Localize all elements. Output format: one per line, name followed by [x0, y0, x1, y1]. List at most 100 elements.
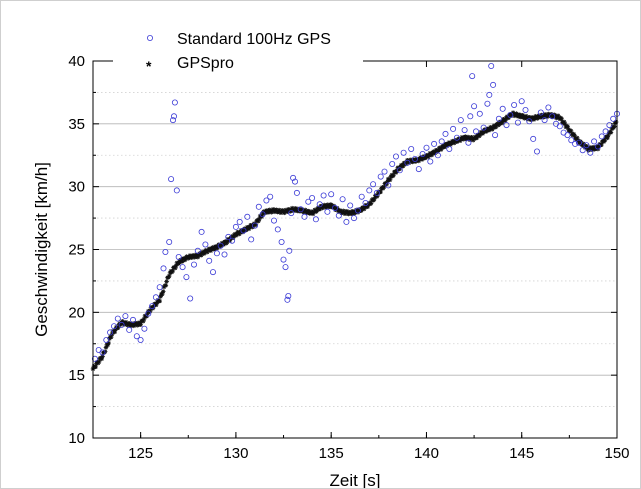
gpspro-point — [163, 283, 169, 288]
legend-marker-circle — [146, 35, 153, 42]
standard-gps-point — [457, 117, 464, 124]
standard-gps-series — [91, 63, 621, 362]
standard-gps-point — [217, 242, 224, 249]
standard-gps-point — [575, 139, 582, 146]
standard-gps-point — [411, 155, 418, 162]
standard-gps-point — [465, 139, 472, 146]
gpspro-point — [559, 116, 564, 121]
standard-gps-point — [572, 140, 579, 147]
standard-gps-point — [503, 122, 510, 129]
gpspro-point — [499, 121, 505, 126]
standard-gps-point — [602, 128, 609, 135]
standard-gps-point — [118, 321, 125, 328]
gpspro-series — [90, 110, 619, 371]
standard-gps-point — [194, 247, 201, 254]
standard-gps-point — [339, 196, 346, 203]
standard-gps-point — [490, 81, 497, 88]
standard-gps-point — [248, 236, 255, 243]
standard-gps-point — [549, 113, 556, 120]
standard-gps-point — [270, 217, 277, 224]
standard-gps-point — [537, 109, 544, 116]
standard-gps-point — [366, 187, 373, 194]
standard-gps-point — [610, 115, 617, 122]
gpspro-point — [565, 124, 570, 129]
gpspro-point — [164, 279, 169, 284]
standard-gps-point — [305, 198, 312, 205]
standard-gps-point — [373, 189, 380, 196]
standard-gps-point — [168, 176, 175, 183]
standard-gps-point — [293, 189, 300, 196]
gpspro-point — [608, 130, 614, 135]
standard-gps-point — [328, 191, 335, 198]
standard-gps-point — [495, 115, 502, 122]
standard-gps-point — [331, 204, 338, 211]
standard-gps-point — [170, 113, 177, 120]
x-tick-label: 150 — [604, 445, 629, 462]
standard-gps-point — [400, 149, 407, 156]
standard-gps-point — [236, 218, 243, 225]
standard-gps-point — [251, 222, 258, 229]
standard-gps-point — [415, 166, 422, 173]
gpspro-point — [138, 322, 143, 327]
standard-gps-point — [297, 206, 304, 213]
standard-gps-point — [145, 310, 152, 317]
standard-gps-point — [431, 140, 438, 147]
standard-gps-point — [263, 197, 270, 204]
standard-gps-point — [175, 253, 182, 260]
standard-gps-point — [467, 113, 474, 120]
y-axis-label: Geschwindigkeit [km/h] — [32, 162, 51, 337]
x-tick-label: 140 — [414, 445, 439, 462]
legend: Standard 100Hz GPS * GPSpro — [113, 25, 363, 75]
gpspro-point — [170, 268, 175, 274]
y-tick-label: 15 — [68, 367, 85, 384]
standard-gps-point — [286, 247, 293, 254]
standard-gps-point — [282, 264, 289, 271]
legend-box — [113, 25, 363, 75]
standard-gps-point — [530, 135, 537, 142]
y-tick-label: 40 — [68, 53, 85, 70]
standard-gps-point — [209, 269, 216, 276]
gpspro-point — [612, 124, 617, 129]
legend-label-standard-gps: Standard 100Hz GPS — [177, 31, 331, 48]
standard-gps-point — [511, 102, 518, 109]
standard-gps-point — [518, 98, 525, 105]
standard-gps-point — [347, 202, 354, 209]
standard-gps-point — [255, 203, 262, 210]
standard-gps-point — [126, 326, 133, 333]
standard-gps-point — [129, 316, 136, 323]
standard-gps-point — [389, 160, 396, 167]
y-tick-label: 30 — [68, 179, 85, 196]
gpspro-point — [568, 128, 574, 134]
gpspro-point — [400, 164, 406, 169]
standard-gps-point — [453, 134, 460, 141]
standard-gps-point — [152, 294, 159, 301]
standard-gps-point — [408, 145, 415, 152]
legend-marker-asterisk: * — [146, 58, 152, 74]
standard-gps-point — [471, 103, 478, 110]
standard-gps-point — [583, 142, 590, 149]
standard-gps-point — [162, 248, 169, 255]
standard-gps-point — [133, 333, 140, 340]
standard-gps-point — [198, 228, 205, 235]
standard-gps-point — [221, 251, 228, 258]
standard-gps-point — [114, 315, 121, 322]
standard-gps-point — [499, 105, 506, 112]
standard-gps-point — [187, 295, 194, 302]
standard-gps-point — [320, 192, 327, 199]
y-tick-label: 25 — [68, 242, 85, 259]
x-tick-label: 125 — [128, 445, 153, 462]
standard-gps-point — [377, 173, 384, 180]
standard-gps-point — [484, 100, 491, 107]
standard-gps-point — [541, 117, 548, 124]
standard-gps-point — [442, 130, 449, 137]
standard-gps-point — [514, 119, 521, 126]
grid-lines — [93, 92, 617, 407]
standard-gps-point — [288, 210, 295, 217]
standard-gps-point — [606, 122, 613, 129]
standard-gps-point — [171, 99, 178, 106]
standard-gps-point — [202, 241, 209, 248]
standard-gps-point — [423, 144, 430, 151]
standard-gps-point — [103, 336, 110, 343]
standard-gps-point — [568, 137, 575, 144]
